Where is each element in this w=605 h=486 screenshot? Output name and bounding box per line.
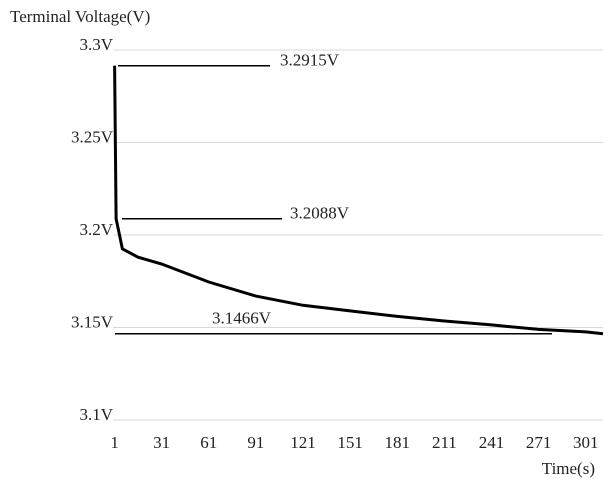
x-tick-label: 121	[290, 433, 316, 452]
x-tick-label: 211	[432, 433, 457, 452]
y-tick-label: 3.2V	[79, 220, 113, 239]
x-axis-title: Time(s)	[542, 459, 595, 478]
x-tick-label: 151	[337, 433, 363, 452]
x-tick-label: 181	[385, 433, 411, 452]
x-tick-label: 301	[573, 433, 599, 452]
annotation-label: 3.2915V	[280, 51, 340, 70]
x-tick-label: 271	[526, 433, 552, 452]
x-tick-label: 241	[479, 433, 505, 452]
y-axis-title: Terminal Voltage(V)	[10, 7, 150, 26]
y-tick-label: 3.3V	[79, 35, 113, 54]
x-tick-label: 91	[247, 433, 264, 452]
y-tick-label: 3.15V	[71, 312, 114, 331]
x-tick-label: 31	[153, 433, 170, 452]
x-tick-label: 1	[110, 433, 119, 452]
data-line	[113, 65, 604, 336]
y-tick-label: 3.1V	[79, 405, 113, 424]
annotation-label: 3.1466V	[212, 309, 272, 328]
annotation-label: 3.2088V	[290, 204, 350, 223]
y-tick-label: 3.25V	[71, 127, 114, 146]
x-tick-label: 61	[200, 433, 217, 452]
